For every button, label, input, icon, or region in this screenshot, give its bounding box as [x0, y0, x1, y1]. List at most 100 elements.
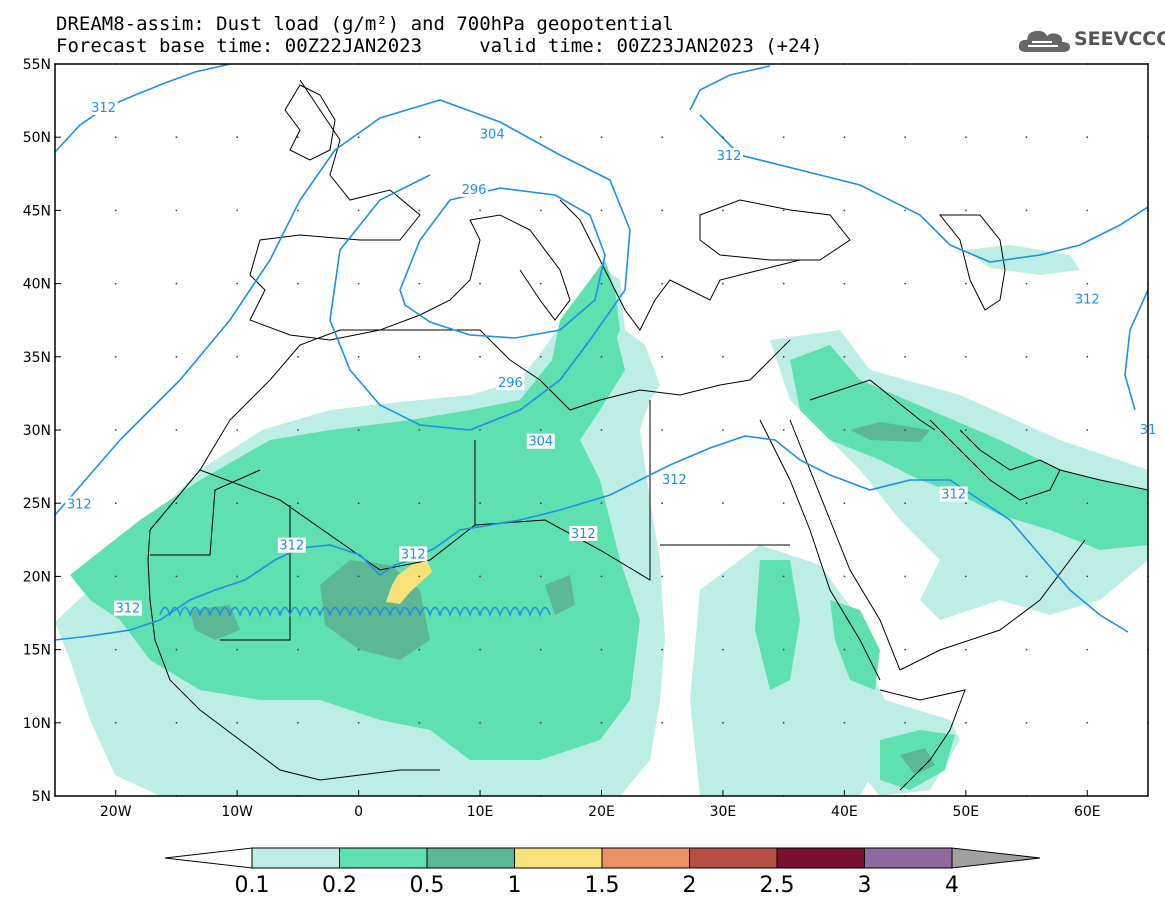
dust-region-libya-dark: [545, 575, 575, 615]
grid-dot: [296, 502, 299, 505]
grid-dot: [904, 648, 907, 651]
contour-312-east: [1124, 289, 1148, 411]
lat-tick-label: 10N: [23, 716, 51, 732]
colorbar-segment: [514, 847, 603, 869]
contour-label-bg: [277, 537, 306, 553]
grid-dot: [964, 136, 967, 139]
lon-tick-label: 10E: [467, 804, 494, 820]
grid-dot: [236, 575, 239, 578]
dust-region-iraq-dark: [850, 422, 930, 442]
grid-dot: [782, 502, 785, 505]
dust-region-somalia-dark: [900, 748, 935, 775]
grid-dot: [1086, 648, 1089, 651]
dust-region-arabia-mid: [790, 345, 1148, 550]
contour-312-northwest: [55, 64, 231, 153]
border-algeria-mali: [199, 440, 476, 571]
grid-dot: [1025, 355, 1028, 358]
grid-dot: [175, 502, 178, 505]
colorbar-level-label: 2: [683, 873, 697, 898]
grid-dot: [114, 429, 117, 431]
lat-tick-label: 5N: [32, 789, 51, 805]
contour-label-bg: [89, 99, 118, 115]
grid-dot: [904, 282, 907, 285]
contour-label: 312: [401, 547, 426, 562]
contour-label-bg: [939, 486, 968, 502]
grid-dot: [236, 282, 239, 285]
grid-dot: [964, 721, 967, 724]
contour-312-waves: [159, 606, 551, 618]
grid-dot: [418, 575, 421, 578]
grid-dot: [296, 575, 299, 578]
lat-tick-label: 30N: [23, 423, 51, 439]
colorbar-labels: 0.1 0.2 0.5 1 1.5 2 2.5 3 4: [235, 873, 960, 898]
border-niger-chad: [474, 400, 651, 581]
grid-dot: [904, 429, 907, 431]
grid-dot: [1025, 575, 1028, 578]
contour-wave-segment: [159, 606, 551, 618]
grid-dot: [175, 282, 178, 285]
grid-dot: [600, 282, 603, 285]
grid-dot: [782, 429, 785, 431]
border-saudi-iraq: [809, 379, 936, 431]
grid-dot: [357, 136, 360, 139]
grid-dot: [964, 429, 967, 431]
grid-dot: [661, 355, 664, 358]
grid-dot: [418, 282, 421, 285]
grid-dot: [661, 721, 664, 724]
grid-dot: [843, 721, 846, 724]
contour-312-europe-east: [689, 65, 1148, 263]
grid-dot: [479, 575, 481, 578]
colorbar-segment: [251, 847, 340, 869]
grid-dot: [843, 355, 846, 358]
colorbar-arrow-left: [164, 847, 253, 869]
grid-dot: [357, 502, 360, 505]
contour-label-bg: [65, 496, 94, 512]
grid-dot: [357, 429, 360, 431]
grid-dot: [296, 209, 299, 212]
lon-tick-label: 60E: [1074, 804, 1101, 820]
grid-dot: [1086, 355, 1089, 358]
grid-dot: [418, 648, 421, 651]
contour-labels: 312 304 312 296 296 304 312 312 312 312 312 312 312 3…: [65, 99, 1158, 617]
grid-dot: [904, 355, 907, 358]
contour-label: 312: [717, 149, 742, 164]
grid-dot: [600, 429, 603, 431]
dust-region-mali-dark: [190, 605, 240, 640]
grid-dot: [661, 575, 664, 578]
grid-dot: [964, 355, 967, 358]
grid-dot: [114, 209, 117, 212]
colorbar-segment: [601, 847, 690, 869]
lat-tick-label: 40N: [23, 277, 51, 293]
contour-label-bg: [1073, 291, 1102, 307]
colorbar-segments: [164, 847, 1041, 869]
coastline-arabia-south: [899, 539, 1086, 671]
grid-dot: [843, 209, 846, 212]
grid-dot: [722, 502, 724, 505]
grid-dot: [175, 429, 178, 431]
contour-label-bg: [660, 471, 689, 487]
border-mauritania: [150, 469, 261, 556]
lon-tick-label: 50E: [952, 804, 979, 820]
contour-label: 312: [91, 101, 116, 116]
grid-dot: [479, 209, 481, 212]
grid-dot: [357, 575, 360, 578]
colorbar: 0.1 0.2 0.5 1 1.5 2 2.5 3 4: [164, 847, 1041, 898]
map-title-line2: Forecast base time: 00Z22JAN2023 valid t…: [56, 35, 823, 57]
grid-dot: [479, 429, 481, 431]
grid-dot: [782, 575, 785, 578]
grid-dot: [964, 502, 967, 505]
grid-dot: [175, 721, 178, 724]
contour-label: 312: [1075, 293, 1100, 308]
grid-dot: [296, 648, 299, 651]
dust-region-adriatic-mid: [545, 260, 620, 400]
grid-dot: [296, 721, 299, 724]
grid-dot: [539, 355, 542, 358]
grid-dot: [236, 721, 239, 724]
grid-dot: [539, 575, 542, 578]
grid-dot: [782, 209, 785, 212]
lon-tick-label: 40E: [831, 804, 858, 820]
grid-dot: [722, 648, 724, 651]
colorbar-level-label: 0.2: [322, 873, 357, 898]
grid-dot: [600, 648, 603, 651]
grid-dot: [418, 429, 421, 431]
